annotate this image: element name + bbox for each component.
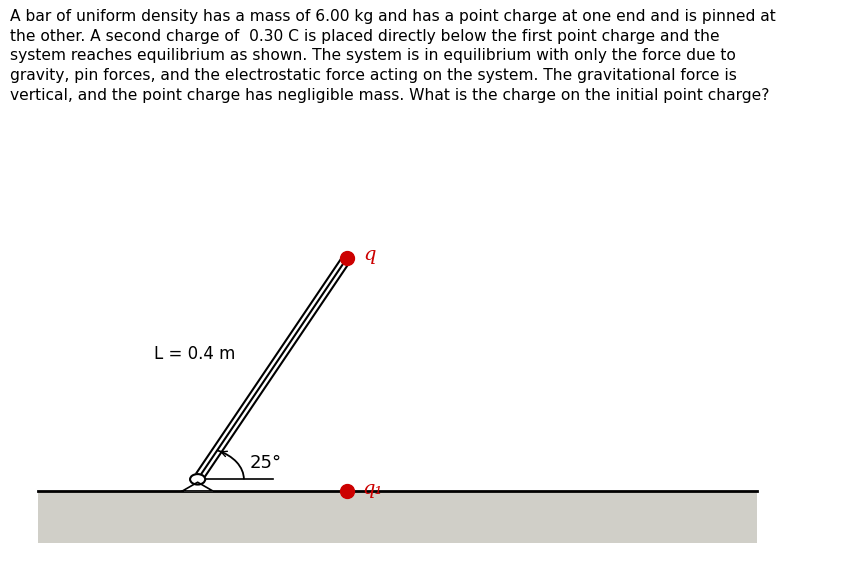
- Circle shape: [190, 474, 205, 485]
- Text: q: q: [363, 246, 376, 264]
- Polygon shape: [182, 482, 213, 491]
- Text: A bar of uniform density has a mass of 6.00 kg and has a point charge at one end: A bar of uniform density has a mass of 6…: [10, 9, 776, 103]
- Bar: [38, 491, 757, 543]
- Text: L = 0.4 m: L = 0.4 m: [154, 345, 235, 363]
- Text: 25°: 25°: [250, 454, 282, 472]
- Text: q₁: q₁: [362, 480, 383, 497]
